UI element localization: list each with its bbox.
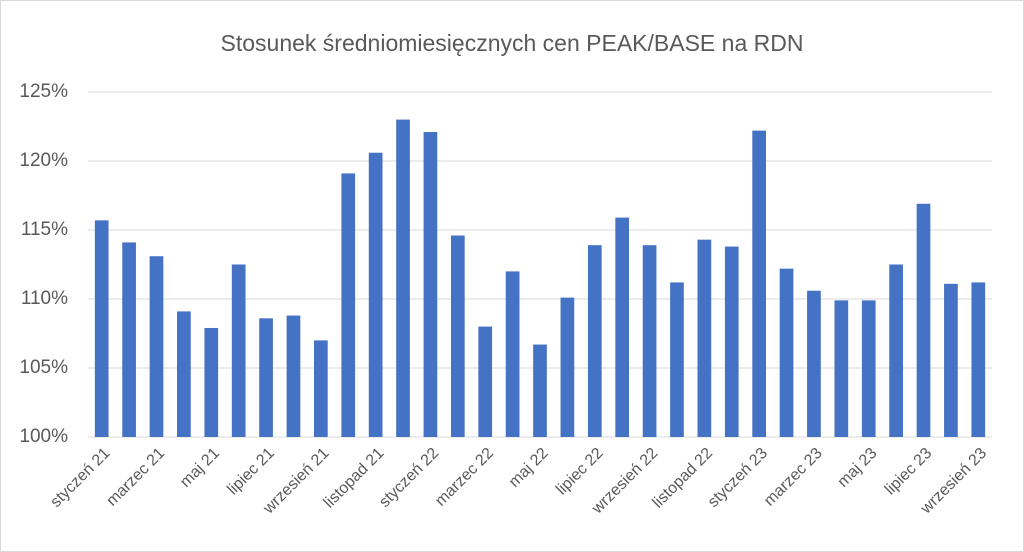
y-tick-label: 100% xyxy=(19,426,68,447)
bar xyxy=(314,340,328,437)
bar xyxy=(204,327,219,437)
bar xyxy=(396,119,410,437)
y-tick-label: 120% xyxy=(19,150,68,171)
bar xyxy=(505,271,520,437)
bar xyxy=(697,239,712,437)
bar xyxy=(615,217,630,437)
y-tick-label: 125% xyxy=(19,81,68,102)
bar xyxy=(889,264,903,437)
bar xyxy=(861,300,876,437)
bar xyxy=(916,203,931,437)
bar xyxy=(560,297,575,437)
y-tick-label: 115% xyxy=(21,219,68,240)
bar xyxy=(752,130,766,437)
bar xyxy=(423,132,438,437)
bar xyxy=(724,246,739,437)
y-tick-label: 105% xyxy=(19,357,68,378)
bar xyxy=(231,264,246,437)
bar xyxy=(670,282,684,437)
bar xyxy=(971,282,986,437)
bar xyxy=(478,326,493,437)
bar xyxy=(944,283,958,437)
bar xyxy=(533,344,547,437)
bar xyxy=(587,245,602,437)
bar xyxy=(341,173,356,438)
bar xyxy=(94,220,109,437)
bar xyxy=(779,268,794,437)
bar xyxy=(259,318,273,437)
bar xyxy=(368,152,383,437)
bar xyxy=(149,256,164,437)
bar xyxy=(642,245,657,437)
chart-title: Stosunek średniomiesięcznych cen PEAK/BA… xyxy=(221,30,804,56)
bar xyxy=(450,235,465,437)
bar xyxy=(807,290,821,437)
bar xyxy=(834,300,849,437)
bar xyxy=(122,242,136,437)
bar xyxy=(177,311,191,437)
bar xyxy=(286,315,301,437)
y-tick-label: 110% xyxy=(21,288,68,309)
